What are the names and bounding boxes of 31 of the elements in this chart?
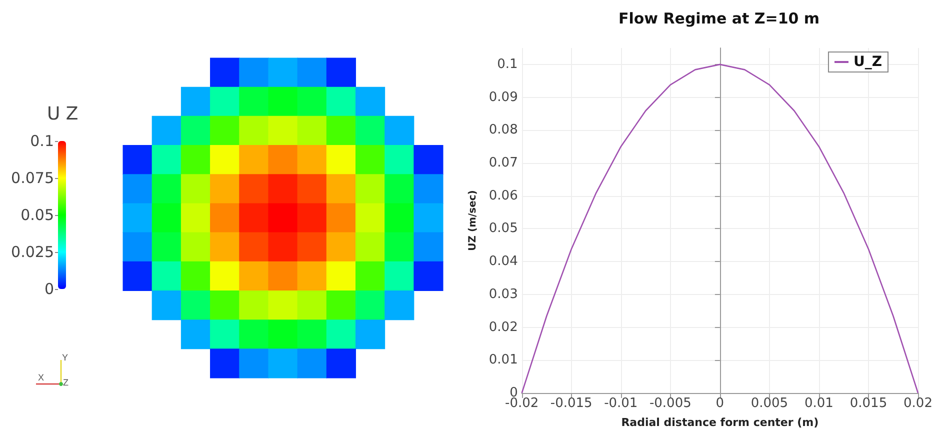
y-tick-label: 0.01: [488, 352, 518, 368]
color-bar-label: 0.025: [11, 243, 54, 261]
color-bar-label: 0.075: [11, 169, 54, 187]
y-tick-label: 0.02: [488, 320, 518, 335]
color-bar-label: 0.05: [20, 206, 54, 224]
x-tick-label: 0: [716, 396, 724, 411]
x-axis-title: Radial distance form center (m): [621, 416, 819, 429]
x-tick-label: 0.005: [750, 396, 788, 411]
x-tick-label: -0.01: [604, 396, 638, 411]
x-tick-label: -0.015: [550, 396, 592, 411]
y-tick-label: 0.06: [488, 188, 518, 204]
color-bar-label: 0: [44, 280, 54, 298]
y-tick-label: 0.08: [488, 122, 518, 138]
x-tick-label: 0.015: [850, 396, 888, 411]
x-tick-label: 0.01: [804, 396, 834, 411]
x-tick-label: 0.02: [904, 396, 932, 411]
legend-label: U_Z: [853, 54, 882, 70]
y-tick-label: 0.05: [488, 221, 518, 236]
color-bar-label: 0.1: [30, 132, 54, 150]
y-tick-label: 0.07: [488, 156, 518, 170]
text: X: [38, 372, 44, 382]
x-tick-label: -0.005: [649, 396, 692, 411]
color-bar-title: U Z: [47, 104, 78, 124]
text: Z: [63, 378, 69, 388]
text: Y: [62, 352, 68, 362]
y-tick-label: 0.09: [488, 90, 518, 105]
y-tick-label: 0.1: [497, 56, 518, 72]
chart-title: Flow Regime at Z=10 m: [618, 10, 820, 28]
y-tick-label: 0.04: [488, 254, 518, 270]
y-tick-label: 0.03: [488, 286, 518, 302]
y-axis-title: UZ (m/sec): [468, 190, 478, 251]
